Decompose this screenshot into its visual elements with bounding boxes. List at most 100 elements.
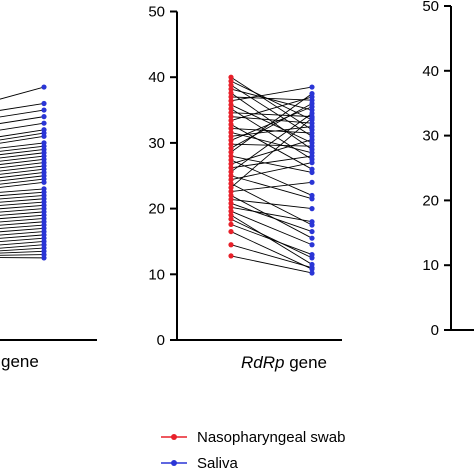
pair-line — [0, 142, 45, 149]
nasopharyngeal-point — [228, 196, 234, 203]
legend-marker-saliva — [171, 460, 177, 466]
middle-y-tick-label: 40 — [148, 69, 165, 86]
pair-line — [0, 109, 45, 118]
pair-line — [230, 181, 313, 192]
nasopharyngeal-point — [228, 153, 234, 159]
middle-panel: 0 10 20 30 40 50 — [148, 4, 342, 349]
middle-xlabel-italic: RdRp — [241, 353, 284, 372]
pair-line — [230, 155, 313, 173]
saliva-point — [309, 206, 315, 212]
pair-line — [230, 155, 313, 169]
pair-line — [230, 244, 313, 269]
pair-line — [230, 198, 313, 210]
pair-line — [0, 129, 45, 138]
pair-line — [0, 237, 45, 243]
pair-line — [230, 92, 313, 150]
nasopharyngeal-point — [228, 204, 234, 210]
pair-line — [0, 149, 45, 156]
nasopharyngeal-point — [228, 90, 234, 96]
saliva-point — [41, 120, 47, 126]
legend-item-nasopharyngeal: Nasopharyngeal swab — [161, 429, 345, 446]
nasopharyngeal-point — [228, 74, 234, 80]
nasopharyngeal-point — [228, 212, 234, 218]
nasopharyngeal-point — [228, 192, 234, 199]
pair-line — [230, 255, 313, 274]
saliva-point — [309, 110, 315, 116]
saliva-point — [309, 179, 315, 185]
pair-line — [0, 172, 45, 179]
legend-item-saliva: Saliva — [161, 455, 239, 472]
middle-y-tick-label: 30 — [148, 135, 165, 152]
pair-line — [0, 250, 45, 254]
pair-line — [0, 247, 45, 252]
pair-line — [0, 231, 45, 236]
saliva-point — [309, 153, 315, 159]
saliva-point — [309, 251, 315, 258]
pair-line — [0, 116, 45, 124]
nasopharyngeal-point — [228, 165, 234, 171]
nasopharyngeal-point — [228, 114, 234, 120]
pair-line — [0, 195, 45, 200]
nasopharyngeal-point — [228, 145, 234, 151]
pair-line — [230, 116, 313, 124]
pair-line — [0, 122, 45, 131]
middle-y-tick-label: 10 — [148, 266, 165, 283]
pair-line — [0, 198, 45, 203]
nasopharyngeal-point — [228, 200, 234, 206]
saliva-point — [309, 115, 315, 121]
pair-line — [230, 231, 313, 270]
pair-line — [230, 195, 313, 239]
nasopharyngeal-point — [228, 98, 234, 104]
nasopharyngeal-point — [228, 117, 234, 124]
nasopharyngeal-point — [228, 86, 234, 92]
pair-line — [230, 112, 313, 118]
saliva-point — [41, 107, 47, 113]
pair-line — [0, 241, 45, 246]
saliva-point — [309, 137, 315, 143]
pair-line — [0, 165, 45, 172]
nasopharyngeal-point — [228, 157, 234, 163]
nasopharyngeal-point — [228, 173, 234, 179]
pair-line — [0, 135, 45, 144]
nasopharyngeal-point — [228, 184, 234, 191]
nasopharyngeal-point — [228, 253, 234, 259]
pair-line — [230, 206, 313, 223]
pair-line — [230, 106, 313, 141]
nasopharyngeal-point — [228, 78, 234, 84]
pair-line — [230, 223, 313, 256]
middle-y-tick-label: 0 — [157, 332, 165, 349]
pair-line — [230, 80, 313, 121]
saliva-point — [41, 84, 47, 90]
saliva-point — [309, 235, 315, 241]
saliva-point — [309, 91, 315, 97]
pair-line — [230, 112, 313, 173]
pair-line — [230, 124, 313, 170]
pair-line — [0, 155, 45, 162]
nasopharyngeal-point — [228, 129, 234, 135]
pair-line — [230, 96, 313, 101]
pair-line — [0, 218, 45, 223]
pair-line — [0, 257, 45, 259]
pair-line — [230, 127, 313, 134]
nasopharyngeal-point — [228, 208, 234, 214]
middle-xlabel-rest: gene — [284, 353, 327, 372]
pair-line — [0, 188, 45, 193]
pair-line — [230, 218, 313, 259]
pair-line — [0, 86, 45, 100]
pair-line — [0, 254, 45, 256]
pair-line — [0, 132, 45, 141]
nasopharyngeal-point — [228, 137, 234, 143]
nasopharyngeal-point — [228, 228, 234, 235]
left-xlabel: gene — [1, 352, 39, 371]
saliva-point — [309, 84, 315, 90]
right-y-tick-label: 30 — [422, 128, 439, 145]
pair-line — [230, 139, 313, 165]
saliva-point — [309, 123, 315, 130]
legend: Nasopharyngeal swab Saliva — [161, 429, 345, 472]
right-y-tick-label: 40 — [422, 63, 439, 80]
saliva-point — [309, 100, 315, 107]
saliva-point — [309, 219, 315, 225]
pair-line — [0, 162, 45, 169]
saliva-point — [309, 228, 315, 235]
nasopharyngeal-point — [228, 149, 234, 155]
